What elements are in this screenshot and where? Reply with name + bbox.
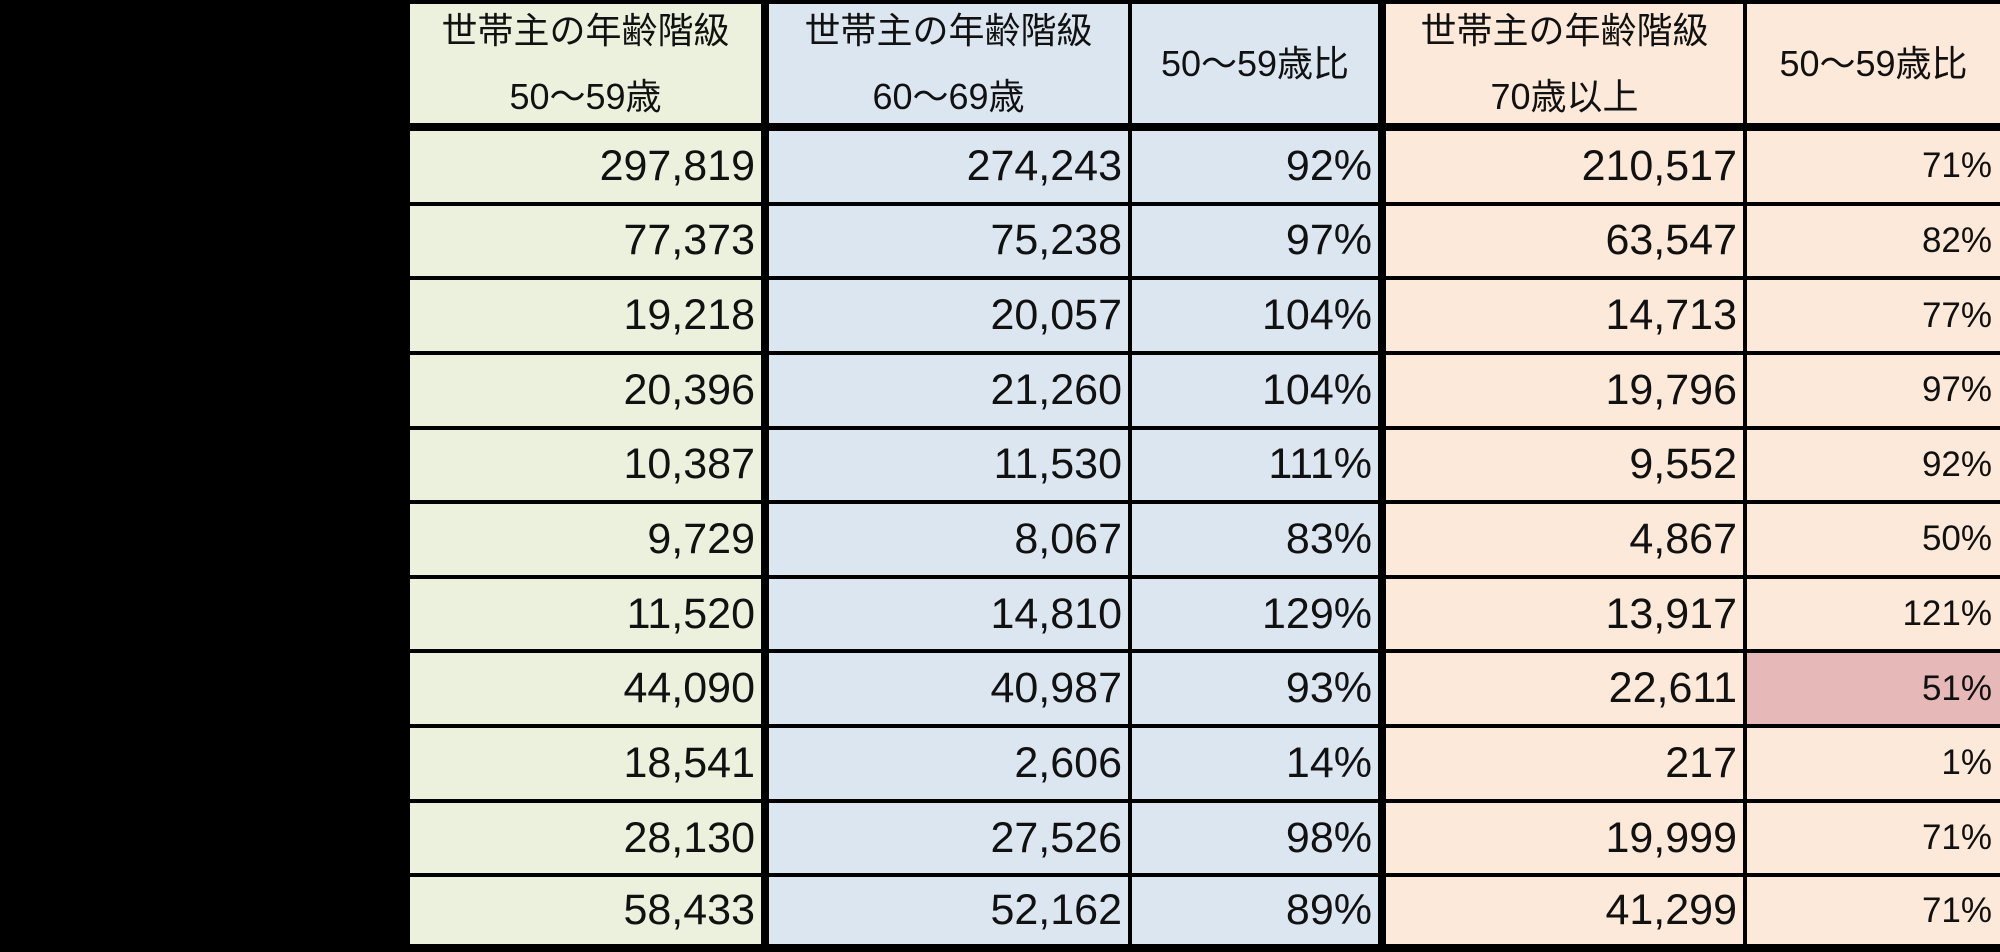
table-cell-r10-c1: 28,130	[402, 802, 769, 878]
header-ratio-70-plus: 50〜59歳比	[1747, 0, 2000, 131]
table-cell-r11-c2: 52,162	[769, 877, 1132, 952]
table-cell-r3-c3: 104%	[1132, 280, 1386, 355]
table-cell-r7-c5: 121%	[1747, 578, 2000, 654]
table-cell-r10-c5: 71%	[1747, 802, 2000, 878]
table-cell-r9-c2: 2,606	[769, 728, 1132, 803]
table-cell-r8-c4: 22,611	[1386, 653, 1747, 729]
table-cell-r5-c4: 9,552	[1386, 429, 1747, 505]
table-cell-r4-c4: 19,796	[1386, 354, 1747, 430]
table-cell-r1-c1: 297,819	[402, 131, 769, 206]
table-cell-r9-c3: 14%	[1132, 728, 1386, 803]
table-cell-r6-c2: 8,067	[769, 504, 1132, 579]
table-cell-r6-c5: 50%	[1747, 504, 2000, 579]
header-col-50-59-line1: 世帯主の年齢階級	[441, 9, 730, 51]
table-cell-r9-c5: 1%	[1747, 728, 2000, 803]
table-cell-r4-c3: 104%	[1132, 354, 1386, 430]
header-ratio-60-69: 50〜59歳比	[1132, 0, 1386, 131]
table-cell-r7-c1: 11,520	[402, 578, 769, 654]
table-cell-r9-c4: 217	[1386, 728, 1747, 803]
header-col-70-plus: 世帯主の年齢階級 70歳以上	[1386, 0, 1747, 131]
table-cell-r3-c4: 14,713	[1386, 280, 1747, 355]
table-cell-r10-c2: 27,526	[769, 802, 1132, 878]
table-cell-r4-c1: 20,396	[402, 354, 769, 430]
table-cell-r2-c3: 97%	[1132, 205, 1386, 281]
table-cell-r6-c4: 4,867	[1386, 504, 1747, 579]
header-col-70-plus-line2: 70歳以上	[1490, 75, 1639, 117]
header-col-60-69-line1: 世帯主の年齢階級	[804, 9, 1093, 51]
table-cell-r4-c2: 21,260	[769, 354, 1132, 430]
table-cell-r11-c5: 71%	[1747, 877, 2000, 952]
table-cell-r8-c2: 40,987	[769, 653, 1132, 729]
table-cell-r3-c5: 77%	[1747, 280, 2000, 355]
table-cell-r5-c2: 11,530	[769, 429, 1132, 505]
table-cell-r7-c2: 14,810	[769, 578, 1132, 654]
table-cell-r8-c5: 51%	[1747, 653, 2000, 729]
table-cell-r5-c5: 92%	[1747, 429, 2000, 505]
table-cell-r11-c4: 41,299	[1386, 877, 1747, 952]
table-cell-r6-c3: 83%	[1132, 504, 1386, 579]
header-ratio-70-plus-label: 50〜59歳比	[1779, 42, 1968, 84]
table-cell-r9-c1: 18,541	[402, 728, 769, 803]
table-cell-r11-c3: 89%	[1132, 877, 1386, 952]
table-cell-r4-c5: 97%	[1747, 354, 2000, 430]
table-cell-r2-c2: 75,238	[769, 205, 1132, 281]
table-cell-r11-c1: 58,433	[402, 877, 769, 952]
header-col-60-69: 世帯主の年齢階級 60〜69歳	[769, 0, 1132, 131]
table-cell-r10-c3: 98%	[1132, 802, 1386, 878]
table-cell-r5-c1: 10,387	[402, 429, 769, 505]
table-cell-r2-c1: 77,373	[402, 205, 769, 281]
header-col-50-59-line2: 50〜59歳	[509, 75, 662, 117]
header-ratio-60-69-label: 50〜59歳比	[1160, 42, 1350, 84]
header-col-70-plus-line1: 世帯主の年齢階級	[1420, 9, 1709, 51]
table-cell-r1-c5: 71%	[1747, 131, 2000, 206]
table-cell-r8-c1: 44,090	[402, 653, 769, 729]
household-age-table: 世帯主の年齢階級 50〜59歳 世帯主の年齢階級 60〜69歳 50〜59歳比 …	[402, 0, 2000, 952]
table-cell-r7-c4: 13,917	[1386, 578, 1747, 654]
table-cell-r1-c4: 210,517	[1386, 131, 1747, 206]
table-cell-r6-c1: 9,729	[402, 504, 769, 579]
header-col-50-59: 世帯主の年齢階級 50〜59歳	[402, 0, 769, 131]
table-cell-r3-c2: 20,057	[769, 280, 1132, 355]
table-cell-r1-c2: 274,243	[769, 131, 1132, 206]
table-cell-r7-c3: 129%	[1132, 578, 1386, 654]
table-cell-r8-c3: 93%	[1132, 653, 1386, 729]
header-col-60-69-line2: 60〜69歳	[872, 75, 1025, 117]
table-cell-r2-c4: 63,547	[1386, 205, 1747, 281]
table-cell-r1-c3: 92%	[1132, 131, 1386, 206]
table-cell-r3-c1: 19,218	[402, 280, 769, 355]
table-cell-r2-c5: 82%	[1747, 205, 2000, 281]
table-cell-r10-c4: 19,999	[1386, 802, 1747, 878]
table-cell-r5-c3: 111%	[1132, 429, 1386, 505]
